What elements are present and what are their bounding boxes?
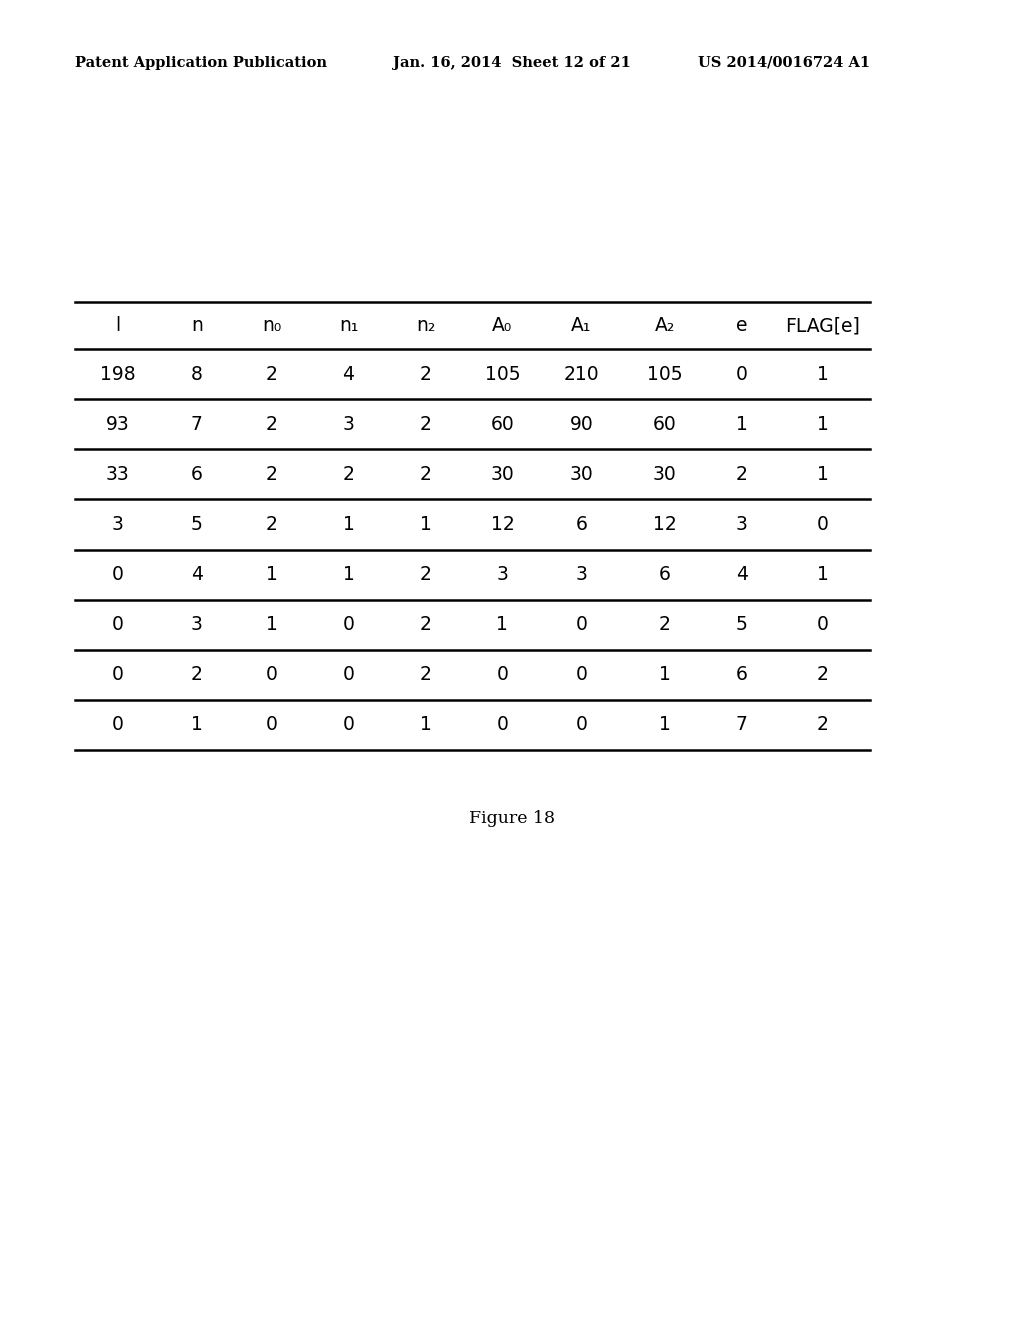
Text: l: l: [115, 315, 120, 335]
Text: n₁: n₁: [339, 315, 358, 335]
Text: 6: 6: [190, 465, 203, 484]
Text: 0: 0: [497, 715, 508, 734]
Text: 3: 3: [112, 515, 124, 535]
Text: 210: 210: [563, 364, 599, 384]
Text: 0: 0: [817, 515, 828, 535]
Text: 198: 198: [100, 364, 135, 384]
Text: A₀: A₀: [493, 315, 513, 335]
Text: 105: 105: [647, 364, 683, 384]
Text: FLAG[e]: FLAG[e]: [785, 315, 860, 335]
Text: 2: 2: [420, 665, 431, 684]
Text: 1: 1: [420, 515, 431, 535]
Text: 0: 0: [112, 565, 124, 585]
Text: 0: 0: [112, 715, 124, 734]
Text: n₂: n₂: [416, 315, 435, 335]
Text: 33: 33: [105, 465, 130, 484]
Text: 2: 2: [817, 665, 828, 684]
Text: 7: 7: [190, 414, 203, 434]
Text: 60: 60: [653, 414, 677, 434]
Text: 2: 2: [265, 465, 278, 484]
Text: 3: 3: [736, 515, 748, 535]
Text: 5: 5: [736, 615, 748, 634]
Text: 1: 1: [817, 565, 828, 585]
Text: 1: 1: [343, 565, 354, 585]
Text: 1: 1: [658, 665, 671, 684]
Text: 1: 1: [658, 715, 671, 734]
Text: 2: 2: [343, 465, 354, 484]
Text: 90: 90: [569, 414, 593, 434]
Text: 6: 6: [736, 665, 748, 684]
Text: 2: 2: [190, 665, 203, 684]
Text: 0: 0: [343, 665, 354, 684]
Text: Patent Application Publication: Patent Application Publication: [75, 55, 327, 70]
Text: 30: 30: [569, 465, 593, 484]
Text: 2: 2: [736, 465, 748, 484]
Text: 60: 60: [490, 414, 514, 434]
Text: 3: 3: [343, 414, 354, 434]
Text: 2: 2: [265, 515, 278, 535]
Text: 2: 2: [265, 364, 278, 384]
Text: 5: 5: [190, 515, 203, 535]
Text: 2: 2: [658, 615, 671, 634]
Text: 2: 2: [817, 715, 828, 734]
Text: 3: 3: [497, 565, 508, 585]
Text: 3: 3: [190, 615, 203, 634]
Text: 3: 3: [575, 565, 588, 585]
Text: 1: 1: [265, 615, 278, 634]
Text: 6: 6: [575, 515, 588, 535]
Text: 7: 7: [736, 715, 748, 734]
Text: n₀: n₀: [262, 315, 282, 335]
Text: A₂: A₂: [654, 315, 675, 335]
Text: A₁: A₁: [571, 315, 592, 335]
Text: 0: 0: [575, 715, 588, 734]
Text: 8: 8: [190, 364, 203, 384]
Text: Figure 18: Figure 18: [469, 810, 555, 828]
Text: 2: 2: [420, 565, 431, 585]
Text: 4: 4: [736, 565, 748, 585]
Text: 12: 12: [490, 515, 514, 535]
Text: 1: 1: [817, 364, 828, 384]
Text: 0: 0: [343, 715, 354, 734]
Text: US 2014/0016724 A1: US 2014/0016724 A1: [698, 55, 870, 70]
Text: e: e: [736, 315, 748, 335]
Text: 105: 105: [484, 364, 520, 384]
Text: 2: 2: [420, 414, 431, 434]
Text: n: n: [190, 315, 203, 335]
Text: 0: 0: [112, 665, 124, 684]
Text: 0: 0: [343, 615, 354, 634]
Text: 1: 1: [343, 515, 354, 535]
Text: 0: 0: [817, 615, 828, 634]
Text: 30: 30: [490, 465, 514, 484]
Text: 93: 93: [105, 414, 130, 434]
Text: 1: 1: [817, 465, 828, 484]
Text: 2: 2: [420, 465, 431, 484]
Text: 4: 4: [343, 364, 354, 384]
Text: 30: 30: [653, 465, 677, 484]
Text: 1: 1: [420, 715, 431, 734]
Text: 0: 0: [265, 665, 278, 684]
Text: 1: 1: [265, 565, 278, 585]
Text: 2: 2: [265, 414, 278, 434]
Text: 4: 4: [190, 565, 203, 585]
Text: 1: 1: [736, 414, 748, 434]
Text: 12: 12: [653, 515, 677, 535]
Text: 0: 0: [497, 665, 508, 684]
Text: 0: 0: [736, 364, 748, 384]
Text: 0: 0: [265, 715, 278, 734]
Text: 6: 6: [658, 565, 671, 585]
Text: 0: 0: [575, 615, 588, 634]
Text: 1: 1: [817, 414, 828, 434]
Text: 2: 2: [420, 615, 431, 634]
Text: 1: 1: [190, 715, 203, 734]
Text: Jan. 16, 2014  Sheet 12 of 21: Jan. 16, 2014 Sheet 12 of 21: [393, 55, 631, 70]
Text: 0: 0: [575, 665, 588, 684]
Text: 1: 1: [497, 615, 508, 634]
Text: 2: 2: [420, 364, 431, 384]
Text: 0: 0: [112, 615, 124, 634]
